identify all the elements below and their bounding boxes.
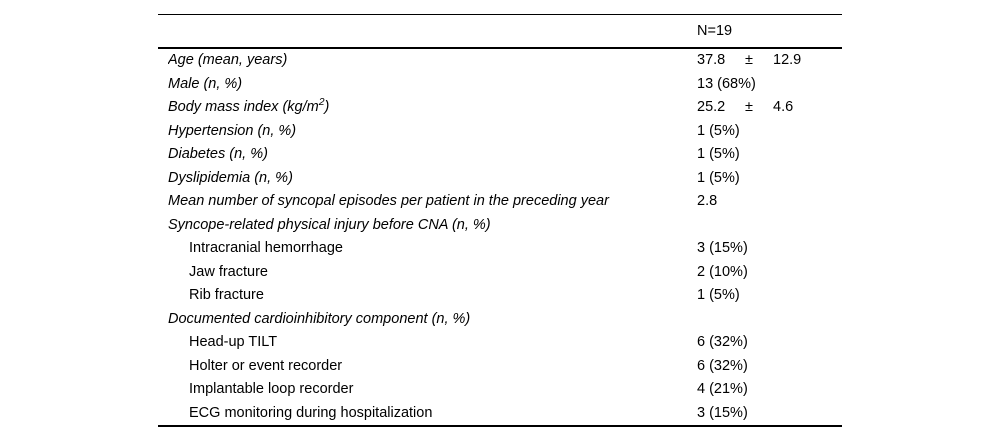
row-label: Implantable loop recorder <box>189 381 354 397</box>
row-label: Syncope-related physical injury before C… <box>168 216 491 233</box>
table-row: Holter or event recorder 6 (32%) <box>158 355 842 379</box>
row-label: ECG monitoring during hospitalization <box>189 404 433 421</box>
sd-value: 12.9 <box>773 52 802 68</box>
patient-characteristics-table: N=19 Age (mean, years) 37.8 ±12.9 Male (n, … <box>158 14 842 427</box>
row-label: Male (n, %) <box>168 75 243 92</box>
table-row: Head-up TILT 6 (32%) <box>158 331 842 355</box>
row-value: 2 (10%) <box>697 263 748 280</box>
row-label: Holter or event recorder <box>189 357 343 374</box>
row-value: 25.2 ±4.6 <box>697 96 842 120</box>
table-bottom-rule <box>158 425 842 427</box>
row-value: 3 (15%) <box>697 404 748 421</box>
table-top-rule <box>158 14 842 15</box>
table-row: Diabetes (n, %) 1 (5%) <box>158 143 842 167</box>
row-value: 1 (5%) <box>697 169 740 186</box>
table-row: Hypertension (n, %) 1 (5%) <box>158 120 842 144</box>
row-value: 3 (15%) <box>697 240 748 256</box>
row-label: Diabetes (n, %) <box>168 146 268 162</box>
row-value: 1 (5%) <box>697 146 740 162</box>
row-value: 2.8 <box>697 193 718 209</box>
row-value: 13 (68%) <box>697 75 756 92</box>
header-n-value: N=19 <box>697 23 733 39</box>
table-body: Age (mean, years) 37.8 ±12.9 Male (n, %) 13 … <box>158 49 842 425</box>
row-label: Age (mean, years) <box>168 52 288 68</box>
table-row: Body mass index (kg/m2) 25.2 ±4.6 <box>158 96 842 120</box>
plus-minus-sign: ± <box>745 99 753 115</box>
sd-value: 4.6 <box>773 99 794 115</box>
mean-value: 37.8 <box>697 52 726 68</box>
plus-minus-sign: ± <box>745 52 753 68</box>
table-row: Syncope-related physical injury before C… <box>158 214 842 238</box>
table-row: Male (n, %) 13 (68%) <box>158 73 842 97</box>
row-label: Hypertension (n, %) <box>168 122 297 139</box>
table-row: Jaw fracture 2 (10%) <box>158 261 842 285</box>
superscript: 2 <box>318 97 325 109</box>
table-row: Dyslipidemia (n, %) 1 (5%) <box>158 167 842 191</box>
row-value: 1 (5%) <box>697 287 740 303</box>
table-row: Mean number of syncopal episodes per pat… <box>158 190 842 214</box>
table-row: Age (mean, years) 37.8 ±12.9 <box>158 49 842 73</box>
row-value: 37.8 ±12.9 <box>697 49 842 73</box>
row-label: Intracranial hemorrhage <box>189 240 343 256</box>
row-value: 1 (5%) <box>697 122 740 139</box>
mean-value: 25.2 <box>697 99 726 115</box>
table-row: Implantable loop recorder 4 (21%) <box>158 378 842 402</box>
table-row: Rib fracture 1 (5%) <box>158 284 842 308</box>
row-value: 4 (21%) <box>697 381 748 397</box>
table-row: Intracranial hemorrhage 3 (15%) <box>158 237 842 261</box>
row-label: Jaw fracture <box>189 263 268 280</box>
table-row: Documented cardioinhibitory component (n… <box>158 308 842 332</box>
row-label: Body mass index (kg/m2) <box>168 97 330 115</box>
row-value: 6 (32%) <box>697 334 748 350</box>
table-header-rule <box>158 47 842 49</box>
table-header-row: N=19 <box>158 15 842 47</box>
document-page: N=19 Age (mean, years) 37.8 ±12.9 Male (n, … <box>0 14 1000 442</box>
table-row: ECG monitoring during hospitalization 3 (… <box>158 402 842 426</box>
row-label: Head-up TILT <box>189 334 278 350</box>
row-label: Dyslipidemia (n, %) <box>168 169 293 186</box>
row-label: Mean number of syncopal episodes per pat… <box>168 193 609 209</box>
row-value: 6 (32%) <box>697 357 748 374</box>
row-label: Rib fracture <box>189 287 264 303</box>
row-label: Documented cardioinhibitory component (n… <box>168 310 471 327</box>
